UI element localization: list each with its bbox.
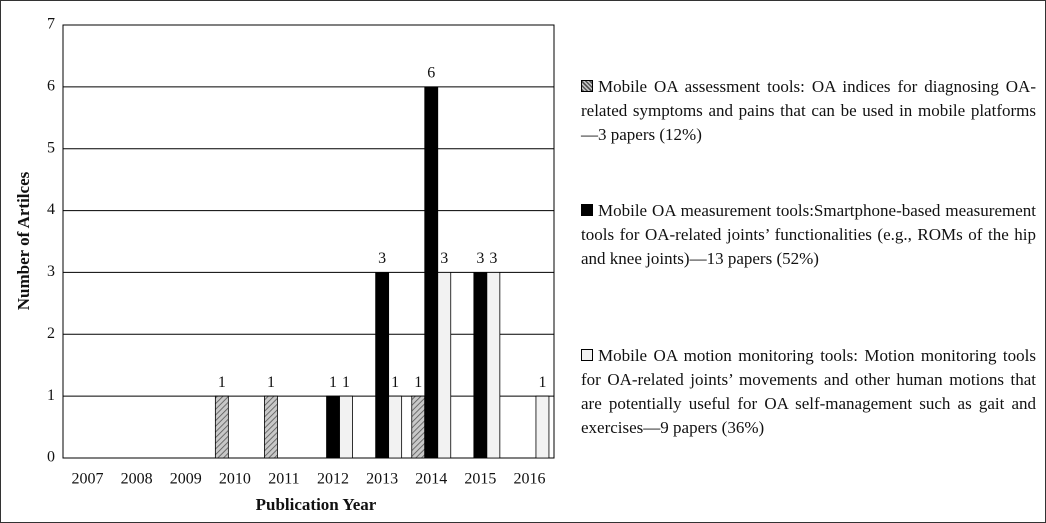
x-tick-label: 2014 [415,471,447,488]
legend-label: Mobile OA motion monitoring tools: Motio… [581,346,1036,437]
data-label: 3 [489,250,497,267]
y-tick-label: 2 [47,325,55,342]
bar [388,395,403,459]
legend-entry: Mobile OA motion monitoring tools: Motio… [581,344,1036,440]
x-tick-label: 2009 [170,471,202,488]
y-tick-label: 3 [47,263,55,280]
y-tick-label: 5 [47,139,55,156]
legend-swatch [581,204,593,216]
data-label: 1 [267,374,275,391]
bar [214,395,229,459]
x-tick-label: 2015 [464,471,496,488]
bar [437,272,452,459]
data-label: 3 [440,250,448,267]
x-tick-label: 2007 [72,471,104,488]
data-label: 3 [476,250,484,267]
y-axis-label: Number of Artilces [14,171,33,310]
y-tick-label: 6 [47,78,55,95]
x-tick-label: 2011 [268,471,299,488]
bar [339,395,353,459]
data-label: 1 [538,374,546,391]
data-label: 3 [378,250,386,267]
x-tick-label: 2016 [513,471,545,488]
plot-frame [62,24,555,459]
x-tick-label: 2013 [366,471,398,488]
y-tick-label: 4 [47,201,55,218]
data-label: 1 [342,374,350,391]
legend-swatch [581,349,593,361]
data-label: 1 [329,374,337,391]
x-axis-label: Publication Year [256,495,377,514]
bar [411,395,426,459]
bar [486,272,501,459]
bar [535,395,550,459]
legend-label: Mobile OA measurement tools:Smartphone-b… [581,201,1036,268]
legend-entry: Mobile OA assessment tools: OA indices f… [581,75,1036,147]
legend-label: Mobile OA assessment tools: OA indices f… [581,77,1036,144]
x-tick-label: 2012 [317,471,349,488]
legend-swatch [581,80,593,92]
data-label: 1 [414,374,422,391]
y-tick-label: 0 [47,449,55,466]
data-label: 1 [218,374,226,391]
data-label: 6 [427,65,435,82]
bar [264,395,278,459]
legend-entry: Mobile OA measurement tools:Smartphone-b… [581,199,1036,271]
bar [473,272,488,459]
bar [326,395,340,459]
x-tick-label: 2010 [219,471,251,488]
y-tick-label: 1 [47,387,55,404]
bar [424,86,439,459]
data-label: 1 [391,374,399,391]
x-tick-label: 2008 [121,471,153,488]
bar [375,272,390,459]
y-tick-label: 7 [47,16,55,33]
